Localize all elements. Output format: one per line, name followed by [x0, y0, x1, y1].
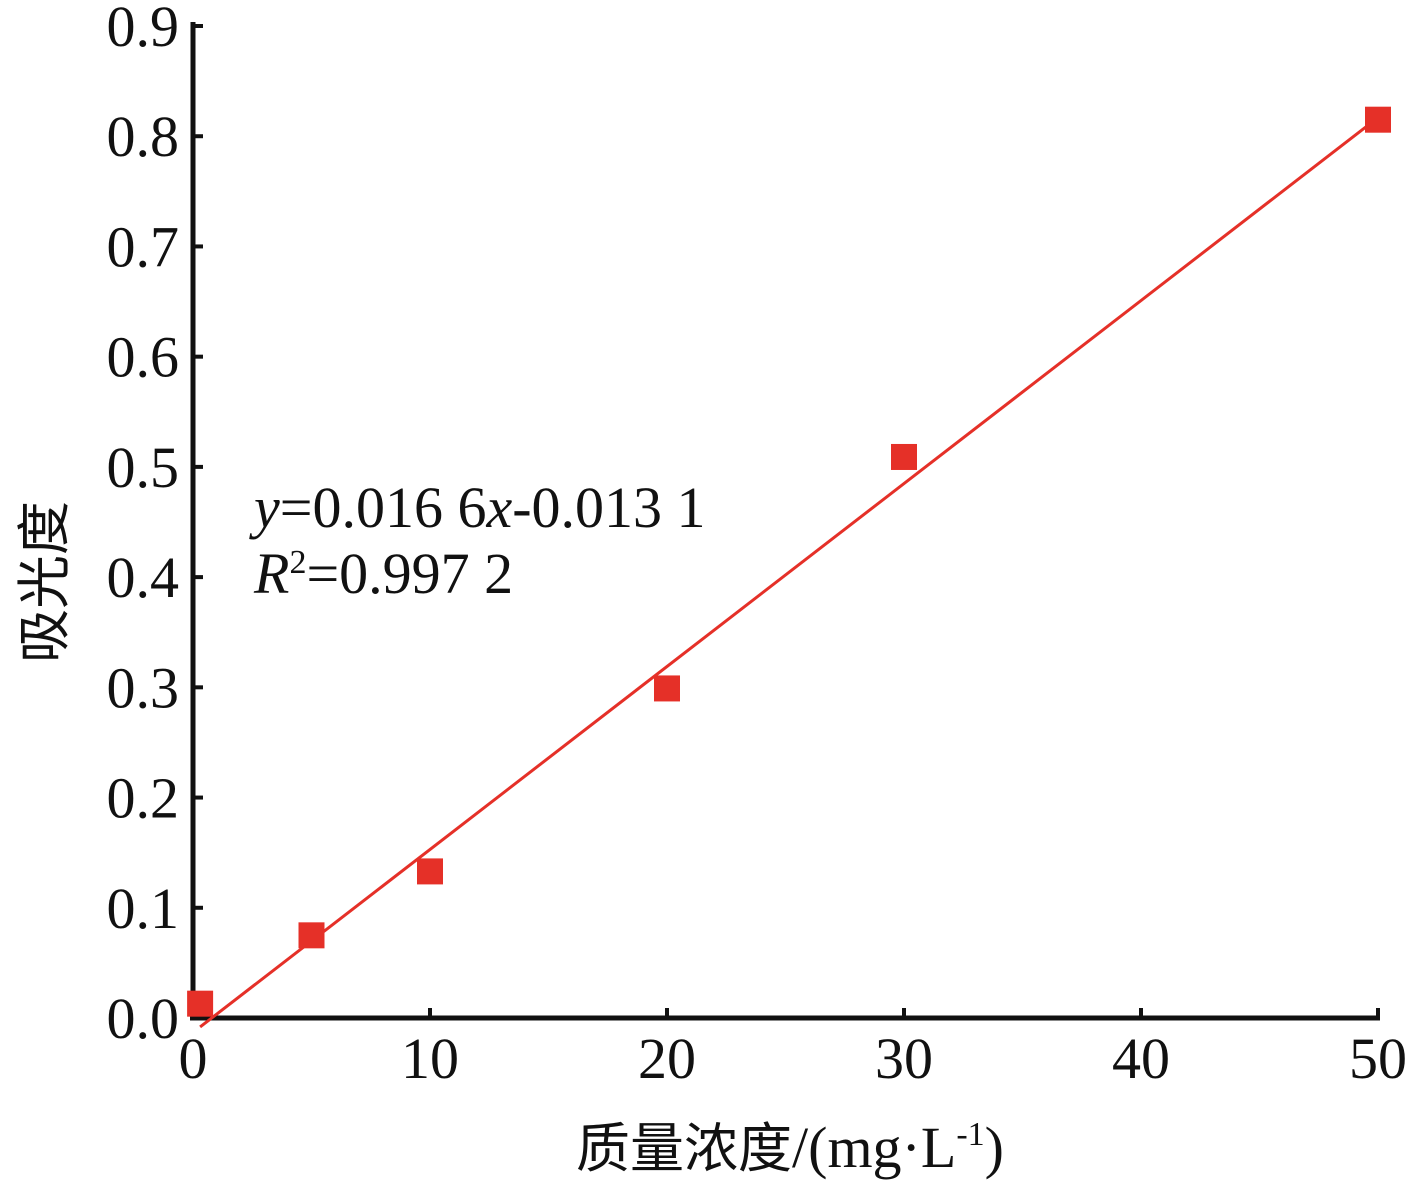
x-axis-title-sup: -1 — [956, 1116, 984, 1153]
equation-tail: -0.013 1 — [512, 475, 705, 540]
y-tick-label: 0.7 — [107, 214, 180, 279]
data-point — [654, 675, 680, 702]
regression-annotation: y=0.016 6x-0.013 1 R2=0.997 2 — [249, 475, 706, 606]
equation-y: y — [249, 475, 280, 540]
x-tick-label: 50 — [1349, 1026, 1407, 1091]
data-point — [891, 443, 917, 470]
y-tick-label: 0.6 — [107, 325, 180, 390]
r-superscript: 2 — [289, 544, 306, 581]
data-point — [1365, 106, 1391, 133]
data-point — [298, 922, 325, 949]
y-axis-title: 吸光度 — [13, 501, 76, 663]
x-tick-label: 40 — [1112, 1026, 1170, 1091]
x-tick-label: 20 — [638, 1026, 696, 1091]
y-tick-label: 0.3 — [107, 655, 180, 720]
y-tick-label: 0.2 — [107, 766, 180, 831]
equation-text: y=0.016 6x-0.013 1 — [249, 475, 706, 540]
y-tick-label: 0.4 — [107, 545, 180, 610]
x-tick-label: 0 — [179, 1026, 208, 1091]
axes — [190, 22, 1380, 1021]
x-axis-title-close: ) — [985, 1115, 1004, 1180]
x-axis-title-cn: 质量浓度 — [576, 1117, 792, 1180]
fit-line-group — [199, 116, 1379, 1029]
y-ticks: 0.0 0.1 0.2 0.3 0.4 0.5 0.6 0.7 0.8 0.9 — [107, 0, 203, 1051]
equation-middle: =0.016 6 — [280, 475, 487, 540]
y-tick-label: 0.1 — [107, 876, 180, 941]
equation-x: x — [485, 475, 512, 540]
data-point — [187, 990, 214, 1017]
y-tick-label: 0.5 — [107, 435, 180, 500]
y-tick-label: 0.9 — [107, 0, 180, 59]
fit-line — [199, 116, 1379, 1029]
y-tick-label: 0.0 — [107, 986, 180, 1051]
r-value: =0.997 2 — [306, 541, 513, 606]
r-variable: R — [253, 541, 289, 606]
r-squared-text: R2=0.997 2 — [253, 541, 513, 606]
data-points — [187, 106, 1391, 1017]
x-axis-title-unit: /(mg·L — [792, 1115, 956, 1180]
x-tick-label: 30 — [875, 1026, 933, 1091]
y-tick-label: 0.8 — [107, 104, 180, 169]
data-point — [417, 858, 443, 885]
x-tick-label: 10 — [401, 1026, 459, 1091]
x-axis-title: 质量浓度/(mg·L-1) — [576, 1115, 1004, 1180]
